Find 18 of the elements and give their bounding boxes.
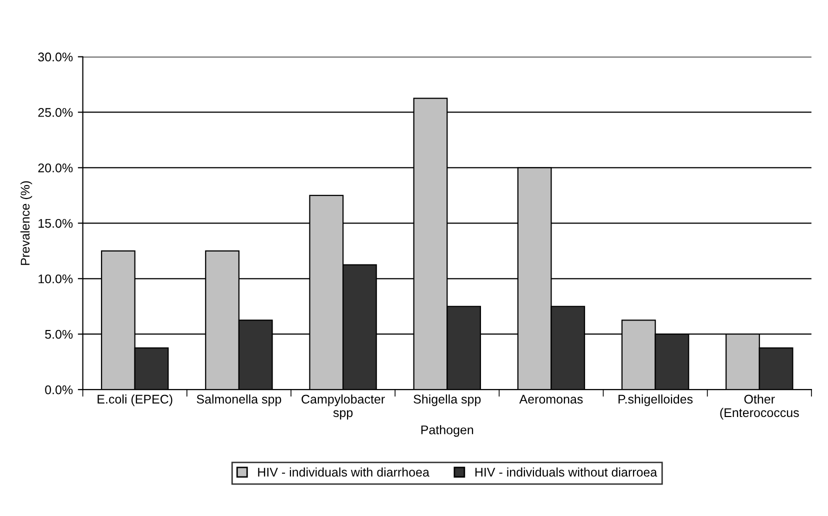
x-axis-title: Pathogen [421, 425, 474, 437]
x-tick-label: Campylobacter spp [302, 394, 385, 420]
x-tick-label: E.coli (EPEC) [98, 394, 172, 406]
x-tick-label: Other (Enterococcus [720, 394, 799, 420]
y-tick-label: 10.0% [38, 274, 73, 284]
x-tick-label: P.shigelloides [618, 394, 693, 406]
y-tick-label: 0.0% [45, 385, 73, 394]
y-axis-title: Prevalence (%) [20, 181, 32, 265]
y-tick-label: 30.0% [38, 52, 73, 62]
y-tick-label: 25.0% [38, 108, 73, 117]
legend-label: HIV - individuals without diarroea [475, 467, 658, 477]
y-tick-label: 20.0% [38, 164, 73, 172]
x-tick-label: Aeromonas [519, 394, 583, 404]
y-tick-label: 15.0% [38, 218, 73, 228]
y-tick-label: 5.0% [45, 330, 73, 339]
x-tick-label: Salmonella spp [196, 394, 282, 406]
x-tick-label: Shigella spp [414, 394, 481, 406]
legend-label: HIV - individuals with diarrhoea [258, 467, 430, 477]
